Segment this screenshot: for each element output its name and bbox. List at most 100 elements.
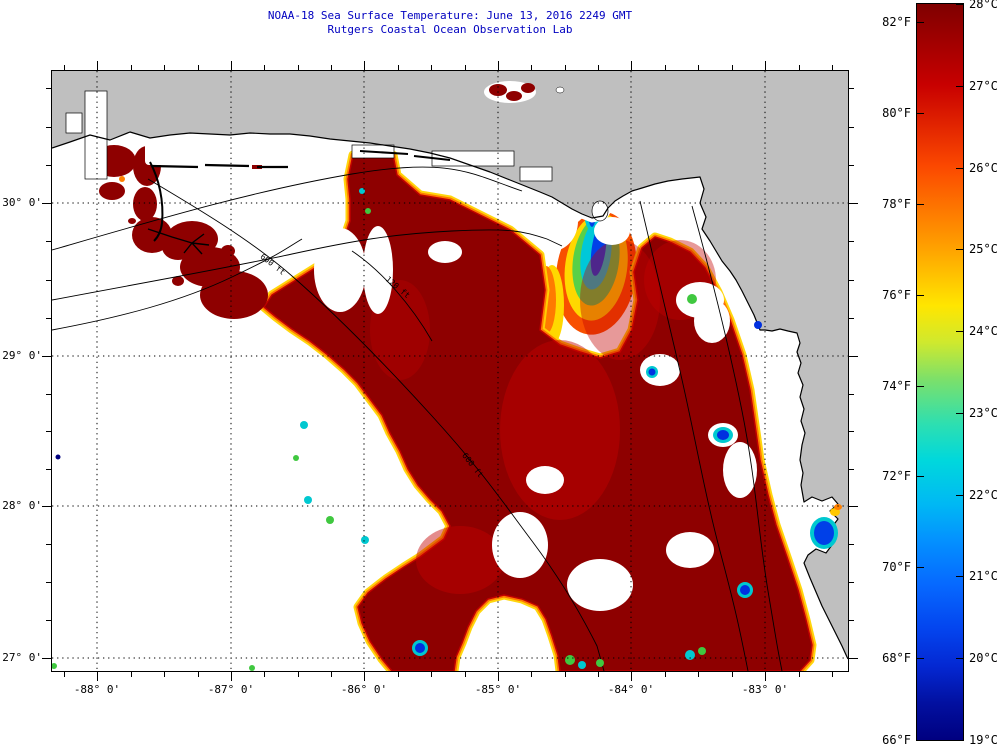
- colorbar-c-tick: [956, 494, 963, 496]
- x-minor-tick: [130, 672, 132, 677]
- y-tick-label: 28° 0': [2, 499, 42, 512]
- colorbar-c-tick: [956, 167, 963, 169]
- colorbar-f-tick: [917, 203, 924, 205]
- x-major-tick: [631, 61, 632, 70]
- land: [52, 71, 848, 659]
- x-minor-tick: [164, 65, 165, 70]
- y-major-tick: [849, 356, 858, 357]
- colorbar-c-label: 25°C: [969, 242, 998, 257]
- y-minor-tick: [46, 88, 51, 90]
- bays-inlets: [65, 90, 609, 222]
- x-minor-tick: [297, 672, 299, 677]
- y-minor-tick: [46, 126, 51, 128]
- x-minor-tick: [164, 672, 165, 677]
- x-major-tick: [364, 672, 365, 681]
- x-minor-tick: [698, 672, 699, 677]
- y-major-tick: [42, 506, 51, 507]
- colorbar-f-tick: [917, 113, 924, 115]
- colorbar-c-label: 21°C: [969, 569, 998, 584]
- y-minor-tick: [849, 620, 854, 621]
- x-minor-tick: [832, 672, 833, 677]
- y-minor-tick: [849, 317, 854, 319]
- x-minor-tick: [197, 672, 199, 677]
- colorbar-f-tick: [917, 658, 924, 660]
- y-minor-tick: [46, 582, 51, 583]
- x-minor-tick: [130, 65, 132, 70]
- x-minor-tick: [264, 65, 266, 70]
- y-minor-tick: [849, 582, 854, 583]
- y-major-tick: [849, 506, 858, 507]
- y-minor-tick: [46, 620, 51, 621]
- inland-lake: [484, 81, 565, 103]
- colorbar-f-tick: [917, 740, 924, 741]
- x-minor-tick: [297, 65, 299, 70]
- y-major-tick: [42, 203, 51, 204]
- y-minor-tick: [46, 164, 51, 166]
- tampa-bay-data: [810, 504, 842, 549]
- figure-subtitle: Rutgers Coastal Ocean Observation Lab: [327, 23, 573, 36]
- y-minor-tick: [849, 544, 854, 545]
- y-minor-tick: [46, 468, 51, 470]
- x-major-tick: [97, 61, 98, 70]
- y-minor-tick: [849, 393, 854, 395]
- x-minor-tick: [531, 65, 533, 70]
- x-minor-tick: [832, 65, 833, 70]
- colorbar-c-tick: [956, 740, 963, 741]
- colorbar-c-label: 24°C: [969, 324, 998, 339]
- x-major-tick: [765, 672, 766, 681]
- x-minor-tick: [664, 65, 666, 70]
- colorbar-c-tick: [956, 249, 963, 251]
- x-minor-tick: [798, 65, 800, 70]
- x-minor-tick: [197, 65, 199, 70]
- x-minor-tick: [597, 65, 599, 70]
- x-tick-label: -84° 0': [607, 683, 655, 696]
- y-major-tick: [42, 356, 51, 357]
- y-minor-tick: [46, 431, 51, 432]
- x-minor-tick: [531, 672, 533, 677]
- y-minor-tick: [46, 544, 51, 545]
- colorbar-f-label: 72°F: [882, 469, 911, 484]
- colorbar-c-label: 19°C: [969, 733, 998, 747]
- x-minor-tick: [464, 65, 466, 70]
- x-minor-tick: [397, 65, 399, 70]
- colorbar-f-label: 82°F: [882, 15, 911, 30]
- colorbar-c-label: 28°C: [969, 0, 998, 11]
- colorbar-c-label: 27°C: [969, 78, 998, 93]
- colorbar-f-tick: [917, 294, 924, 296]
- x-minor-tick: [264, 672, 266, 677]
- y-major-tick: [42, 658, 51, 659]
- y-minor-tick: [849, 164, 854, 166]
- y-tick-label: 29° 0': [2, 349, 42, 362]
- y-minor-tick: [849, 468, 854, 470]
- y-major-tick: [849, 203, 858, 204]
- colorbar-f-tick: [917, 476, 924, 478]
- x-tick-label: -83° 0': [741, 683, 789, 696]
- y-minor-tick: [46, 317, 51, 319]
- cloud-gaps: [314, 191, 757, 611]
- x-minor-tick: [330, 672, 332, 677]
- x-major-tick: [231, 672, 232, 681]
- colorbar-c-tick: [956, 658, 963, 660]
- x-minor-tick: [431, 65, 432, 70]
- colorbar-f-label: 78°F: [882, 196, 911, 211]
- y-major-tick: [849, 658, 858, 659]
- x-minor-tick: [464, 672, 466, 677]
- x-tick-label: -87° 0': [207, 683, 255, 696]
- colorbar-c-label: 22°C: [969, 487, 998, 502]
- x-minor-tick: [731, 672, 733, 677]
- x-minor-tick: [397, 672, 399, 677]
- x-major-tick: [364, 61, 365, 70]
- colorbar-f-label: 66°F: [882, 733, 911, 747]
- colorbar-c-label: 23°C: [969, 405, 998, 420]
- x-major-tick: [97, 672, 98, 681]
- x-minor-tick: [330, 65, 332, 70]
- y-minor-tick: [849, 279, 854, 281]
- y-minor-tick: [46, 279, 51, 281]
- y-minor-tick: [849, 241, 854, 243]
- x-minor-tick: [698, 65, 699, 70]
- figure-title: NOAA-18 Sea Surface Temperature: June 13…: [267, 9, 633, 22]
- x-minor-tick: [597, 672, 599, 677]
- y-minor-tick: [849, 126, 854, 128]
- x-minor-tick: [63, 672, 65, 677]
